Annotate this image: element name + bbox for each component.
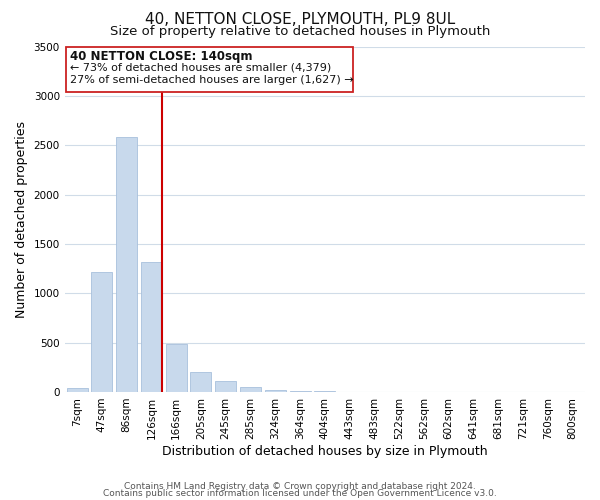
Bar xyxy=(116,138,137,392)
Bar xyxy=(265,390,286,392)
X-axis label: Distribution of detached houses by size in Plymouth: Distribution of detached houses by size … xyxy=(162,444,488,458)
Bar xyxy=(91,272,112,392)
Bar xyxy=(215,381,236,392)
Text: 27% of semi-detached houses are larger (1,627) →: 27% of semi-detached houses are larger (… xyxy=(70,75,353,85)
Bar xyxy=(67,388,88,392)
FancyBboxPatch shape xyxy=(66,46,353,92)
Bar xyxy=(166,344,187,392)
Text: Size of property relative to detached houses in Plymouth: Size of property relative to detached ho… xyxy=(110,25,490,38)
Bar xyxy=(290,391,311,392)
Text: ← 73% of detached houses are smaller (4,379): ← 73% of detached houses are smaller (4,… xyxy=(70,62,331,72)
Text: 40 NETTON CLOSE: 140sqm: 40 NETTON CLOSE: 140sqm xyxy=(70,50,252,64)
Bar xyxy=(190,372,211,392)
Text: Contains HM Land Registry data © Crown copyright and database right 2024.: Contains HM Land Registry data © Crown c… xyxy=(124,482,476,491)
Y-axis label: Number of detached properties: Number of detached properties xyxy=(15,120,28,318)
Bar xyxy=(141,262,162,392)
Bar xyxy=(240,387,261,392)
Text: 40, NETTON CLOSE, PLYMOUTH, PL9 8UL: 40, NETTON CLOSE, PLYMOUTH, PL9 8UL xyxy=(145,12,455,28)
Text: Contains public sector information licensed under the Open Government Licence v3: Contains public sector information licen… xyxy=(103,489,497,498)
